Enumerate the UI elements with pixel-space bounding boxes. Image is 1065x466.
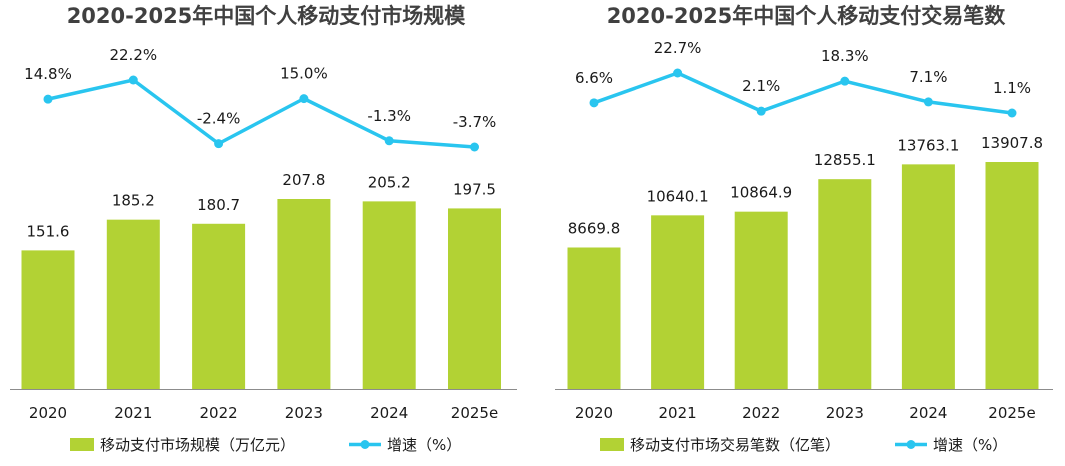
growth-point: [923, 97, 933, 107]
growth-value-label: 6.6%: [575, 69, 613, 87]
growth-value-label: 1.1%: [993, 79, 1031, 97]
growth-point: [384, 136, 394, 146]
x-tick-label: 2020: [29, 404, 67, 422]
growth-point: [299, 94, 309, 104]
bar: [277, 199, 331, 389]
x-tick-label: 2020: [575, 404, 613, 422]
growth-value-label: 7.1%: [909, 68, 947, 86]
growth-point: [470, 142, 479, 152]
x-tick-label: 2021: [659, 404, 697, 422]
bar-value-label: 12855.1: [814, 151, 876, 169]
legend: 移动支付市场规模（万亿元） 增速（%）: [70, 436, 461, 454]
x-tick-label: 2023: [285, 404, 323, 422]
bar-value-label: 13907.8: [981, 134, 1043, 152]
legend-bar-label: 移动支付市场规模（万亿元）: [100, 436, 295, 454]
legend-line-marker: [360, 440, 370, 449]
growth-value-label: 22.7%: [654, 39, 702, 57]
bar: [734, 211, 788, 389]
chart-panel-2: 2020-2025年中国个人移动支付交易笔数 8669.8 10640.1 10864…: [555, 4, 1053, 454]
bar-value-label: 13763.1: [897, 136, 959, 154]
bar-value-label: 10640.1: [647, 187, 709, 205]
bar-value-label: 185.2: [112, 192, 155, 210]
chart-panel-1: 2020-2025年中国个人移动支付市场规模 151.6 185.2 180.7 207…: [10, 4, 517, 454]
growth-point: [756, 106, 766, 116]
bar-value-label: 197.5: [453, 180, 496, 198]
growth-point: [43, 94, 53, 104]
legend-bar-label: 移动支付市场交易笔数（亿笔）: [630, 436, 840, 454]
bar: [985, 162, 1039, 389]
growth-value-label: -3.7%: [453, 113, 497, 131]
growth-point: [589, 98, 599, 108]
bar-value-label: 10864.9: [730, 184, 792, 202]
growth-point: [128, 75, 138, 85]
growth-value-label: -2.4%: [197, 110, 241, 128]
bar-value-label: 207.8: [282, 171, 325, 189]
x-tick-label: 2023: [826, 404, 864, 422]
x-tick-label: 2022: [200, 404, 238, 422]
bar: [106, 219, 160, 389]
bar: [448, 208, 501, 389]
bar-value-label: 205.2: [368, 173, 411, 191]
growth-point: [840, 76, 850, 86]
bar: [21, 250, 75, 389]
legend-line-label: 增速（%）: [933, 436, 1007, 454]
growth-value-label: -1.3%: [367, 107, 411, 125]
x-tick-label: 2025e: [988, 404, 1035, 422]
legend-bar-swatch: [70, 438, 94, 451]
x-tick-label: 2025e: [451, 404, 498, 422]
x-tick-label: 2021: [114, 404, 152, 422]
bar: [818, 179, 872, 389]
bar: [567, 247, 621, 389]
legend-bar-swatch: [600, 438, 624, 451]
x-tick-label: 2022: [742, 404, 780, 422]
legend-line-label: 增速（%）: [387, 436, 461, 454]
bar: [192, 223, 246, 389]
bar-value-label: 151.6: [27, 222, 70, 240]
x-tick-label: 2024: [909, 404, 947, 422]
x-tick-label: 2024: [370, 404, 408, 422]
growth-value-label: 2.1%: [742, 77, 780, 95]
chart-title: 2020-2025年中国个人移动支付市场规模: [67, 4, 467, 28]
growth-value-label: 18.3%: [821, 47, 869, 65]
growth-value-label: 15.0%: [280, 65, 328, 83]
bar: [362, 201, 416, 389]
legend-line-marker: [906, 440, 916, 449]
bar-value-label: 8669.8: [568, 219, 621, 237]
growth-line: [593, 71, 1013, 115]
bar: [651, 215, 705, 389]
bar: [901, 164, 955, 389]
legend: 移动支付市场交易笔数（亿笔） 增速（%）: [600, 436, 1007, 454]
growth-value-label: 14.8%: [24, 65, 72, 83]
growth-point: [214, 139, 224, 149]
bar-value-label: 180.7: [197, 196, 240, 214]
growth-point: [1007, 108, 1017, 118]
chart-title: 2020-2025年中国个人移动支付交易笔数: [607, 4, 1007, 28]
growth-line: [47, 78, 475, 149]
growth-point: [673, 68, 683, 78]
growth-value-label: 22.2%: [109, 46, 157, 64]
